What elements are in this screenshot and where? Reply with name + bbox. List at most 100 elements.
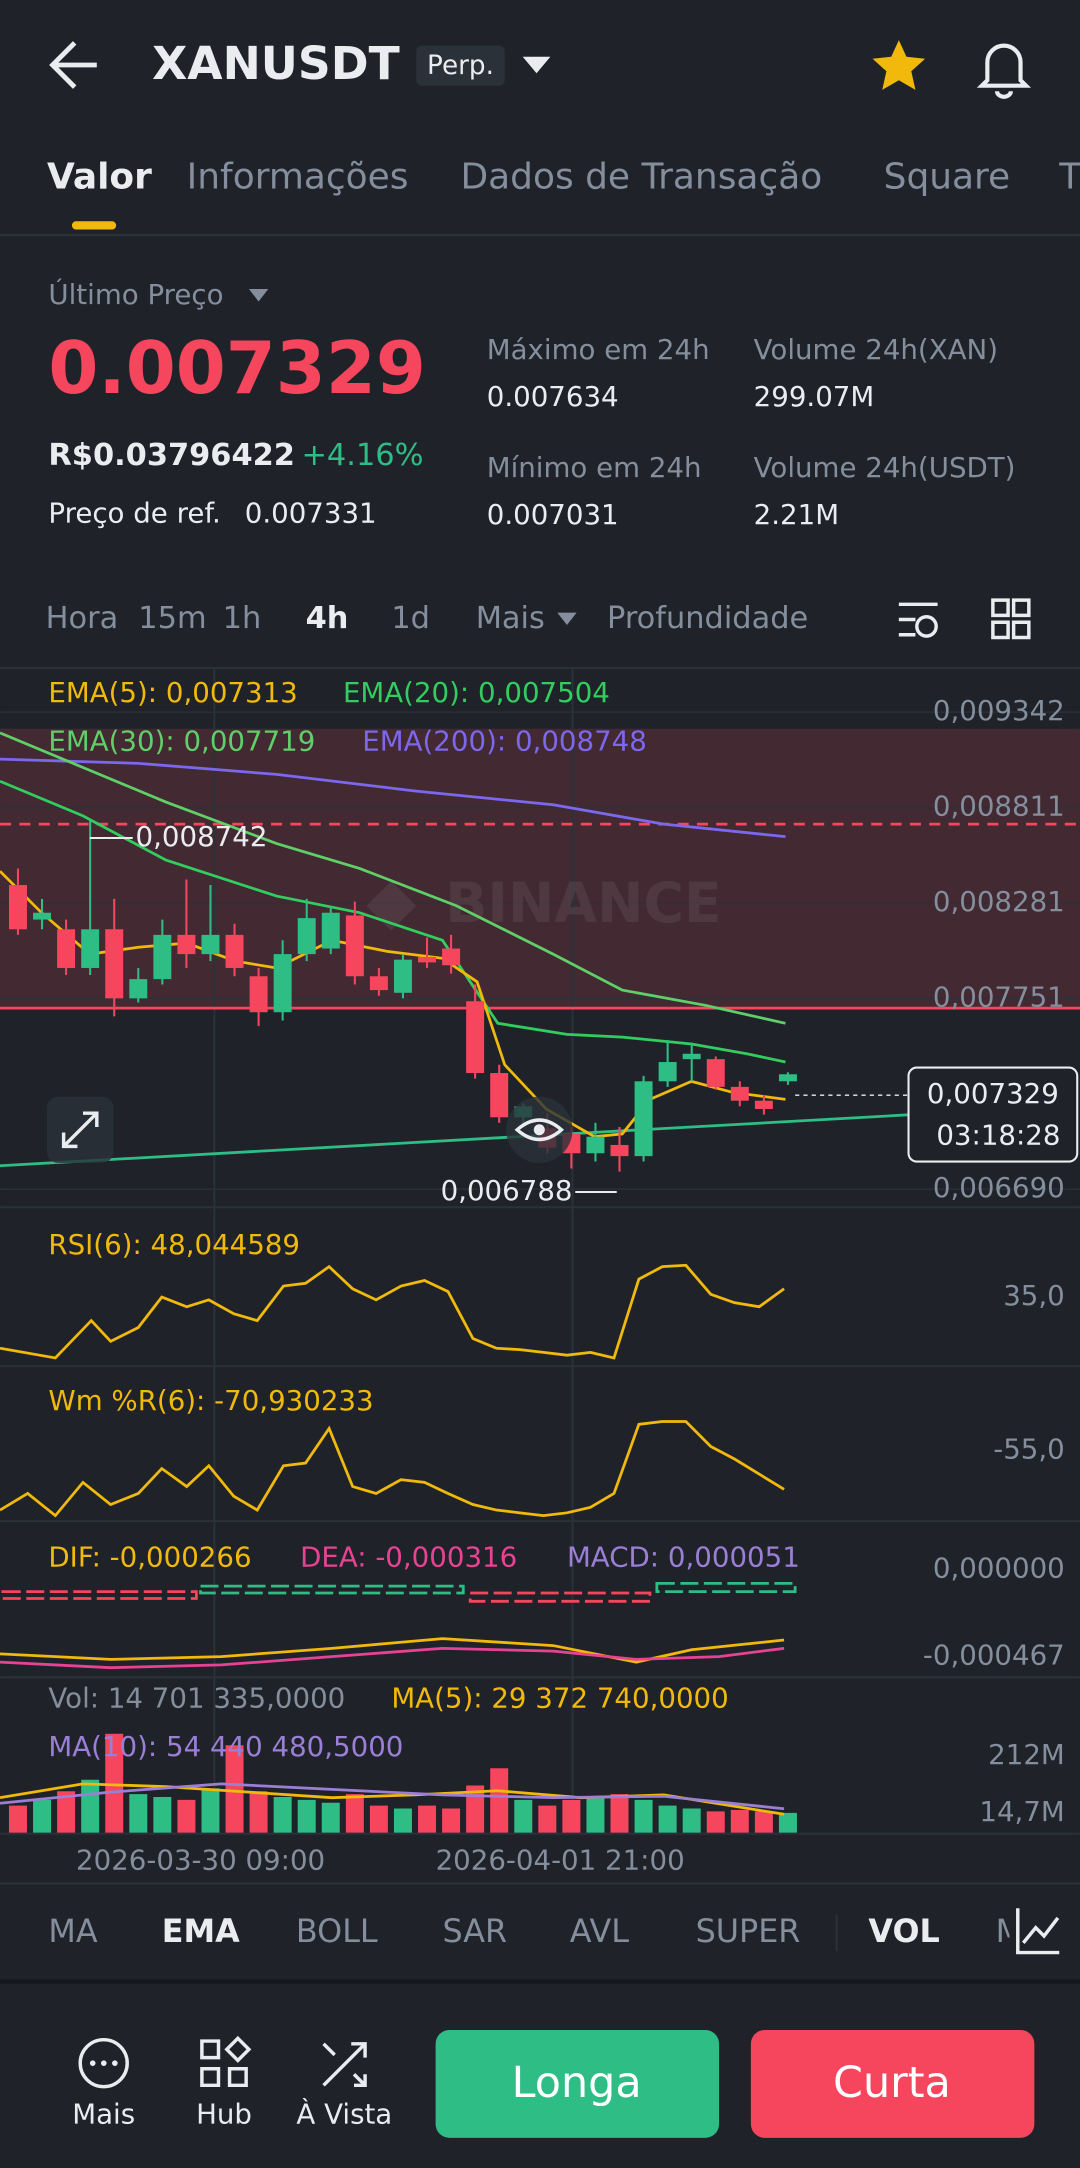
interval-dropdown[interactable]	[557, 612, 577, 626]
wr-tick: -55,0	[993, 1433, 1065, 1466]
indicator-label: EMA(200): 0,008748	[362, 725, 647, 758]
short-label[interactable]: Curta	[833, 2058, 951, 2108]
stat-label: Volume 24h(USDT)	[754, 451, 1016, 484]
favorite-star[interactable]	[872, 40, 926, 90]
indicator-label: EMA(30): 0,007719	[48, 725, 315, 758]
long-label[interactable]: Longa	[512, 2058, 642, 2108]
fiat-price: R$0.03796422	[48, 438, 295, 473]
volume-bar	[369, 1805, 388, 1834]
macd-label: DIF: -0,000266	[48, 1540, 251, 1573]
indicator-tab[interactable]: BOLL	[296, 1913, 378, 1950]
short-button[interactable]	[750, 2029, 1035, 2138]
candle-body	[153, 934, 172, 980]
alert-bell[interactable]	[976, 43, 1032, 99]
volume-bar	[610, 1794, 629, 1834]
more-icon[interactable]	[78, 2037, 129, 2089]
layout-toggle[interactable]	[991, 598, 1031, 640]
eye-pupil	[533, 1124, 545, 1136]
chart-settings-gear	[915, 615, 938, 638]
ema30-line	[0, 731, 786, 1025]
interval[interactable]: Mais	[476, 601, 545, 636]
indicator-tab[interactable]: SAR	[443, 1913, 508, 1950]
badge: Perp.	[427, 51, 494, 81]
interval[interactable]: Hora	[46, 601, 119, 636]
action-label[interactable]: Mais	[72, 2098, 135, 2131]
zone	[0, 728, 1080, 1009]
price-dropdown[interactable]	[248, 289, 269, 302]
indicator-tab[interactable]: MA	[48, 1913, 97, 1950]
ema20-line	[0, 780, 786, 1064]
candle-body	[177, 934, 196, 955]
stat-value: 299.07M	[754, 380, 875, 413]
back-button[interactable]	[49, 41, 97, 89]
macd-tick: -0,000467	[923, 1639, 1065, 1672]
volume-bar	[201, 1788, 220, 1834]
candle-body	[8, 885, 27, 930]
date-label: 2026-04-01 21:00	[436, 1843, 685, 1876]
volume-bar	[393, 1808, 412, 1834]
volume-bar	[586, 1796, 605, 1834]
indicator-tab[interactable]: VOL	[868, 1913, 939, 1950]
ema200-line	[0, 757, 786, 838]
interval[interactable]: 4h	[306, 601, 349, 636]
price-tick: 0,008281	[933, 885, 1065, 918]
volume-bar	[778, 1812, 797, 1834]
tab[interactable]: Square	[884, 156, 1011, 197]
volume-bar	[706, 1811, 725, 1834]
tab[interactable]: Dados de Transação	[460, 156, 822, 197]
interval[interactable]: 15m	[138, 601, 206, 636]
tab[interactable]: T	[1058, 156, 1080, 197]
symbol[interactable]: XANUSDT	[152, 37, 400, 90]
symbol-dropdown[interactable]	[522, 56, 551, 74]
stat-value: 0.007634	[487, 380, 619, 413]
low-label: 0,006788	[441, 1174, 573, 1207]
candle-body	[249, 976, 268, 1013]
rsi-label: RSI(6): 48,044589	[48, 1228, 300, 1261]
indicator-tab[interactable]: EMA	[162, 1913, 240, 1950]
price-tick: 0,007751	[933, 980, 1065, 1013]
volume-bar	[57, 1791, 76, 1834]
volume-bar	[634, 1799, 653, 1834]
candle-body	[297, 918, 316, 955]
volume-bar	[345, 1794, 364, 1834]
chart-settings[interactable]	[898, 602, 938, 637]
interval[interactable]: 1h	[223, 601, 262, 636]
watermark: BINANCE	[445, 872, 721, 936]
macd-tick: 0,000000	[933, 1552, 1065, 1585]
action-label[interactable]: Hub	[196, 2098, 252, 2131]
interval[interactable]: 1d	[391, 601, 430, 636]
last-price: 0.007329	[48, 326, 425, 410]
ref-label: Preço de ref.	[48, 496, 220, 529]
candle-body	[129, 979, 148, 999]
stat-label: Volume 24h(XAN)	[754, 333, 998, 366]
hub-icon[interactable]	[200, 2035, 252, 2088]
badge-bg	[416, 45, 505, 86]
price-label[interactable]: Último Preço	[48, 277, 223, 311]
candle-body	[682, 1053, 701, 1060]
volume-bar	[177, 1799, 196, 1834]
candle-body	[754, 1100, 773, 1110]
candle-body	[418, 956, 437, 963]
candle-body	[778, 1074, 797, 1082]
candle-body	[442, 948, 461, 966]
vol-label: Vol: 14 701 335,0000	[48, 1681, 345, 1714]
candle-body	[57, 929, 76, 968]
tab[interactable]: Informações	[187, 156, 409, 197]
spot-icon[interactable]	[322, 2042, 367, 2088]
indicator-settings[interactable]	[1016, 1908, 1060, 1955]
volume-bar	[418, 1805, 437, 1834]
indicator-tab[interactable]: SUPER	[696, 1913, 801, 1950]
candle-body	[730, 1086, 749, 1101]
candle-body	[273, 954, 292, 1013]
tab[interactable]: Valor	[47, 156, 152, 197]
indicator-tab[interactable]: AVL	[570, 1913, 629, 1950]
volume-bar	[754, 1811, 773, 1834]
action-label[interactable]: À Vista	[296, 2097, 392, 2131]
volume-bar	[297, 1799, 316, 1834]
long-button[interactable]	[435, 2029, 720, 2138]
volume-bar	[466, 1785, 485, 1834]
candle-body	[105, 929, 124, 999]
interval[interactable]: Profundidade	[607, 601, 808, 636]
indicator-label: EMA(5): 0,007313	[48, 676, 297, 709]
volume-bar	[225, 1745, 244, 1834]
